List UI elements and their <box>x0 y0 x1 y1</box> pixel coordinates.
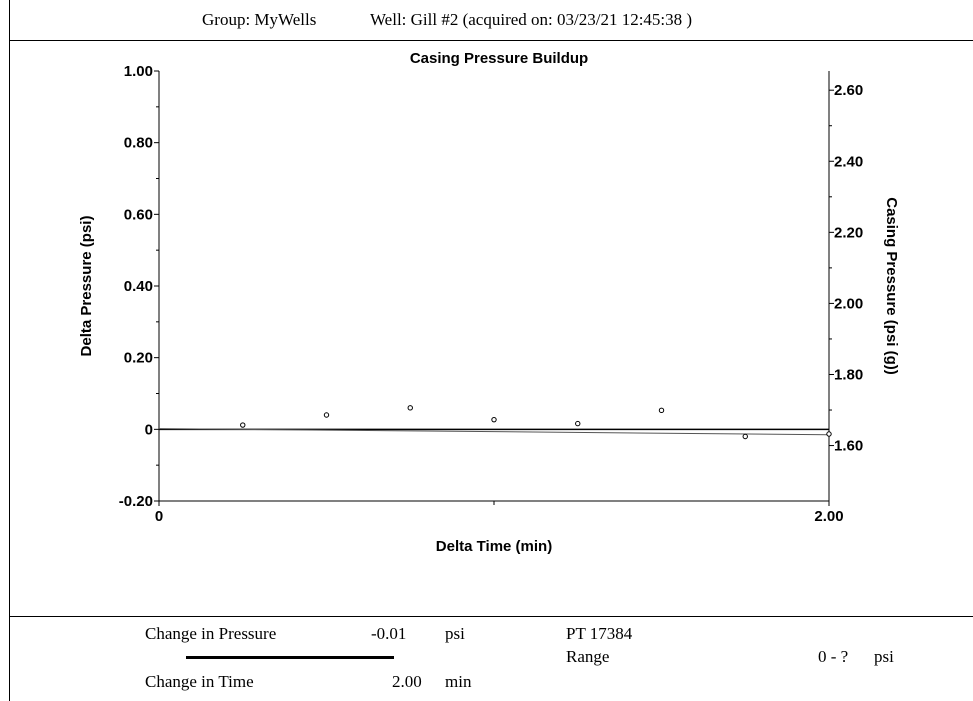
data-point <box>407 405 413 411</box>
y2-tick-label: 1.60 <box>834 438 863 455</box>
data-point <box>491 416 497 423</box>
x-axis-label: Delta Time (min) <box>436 538 552 555</box>
data-point <box>658 407 665 414</box>
chart: Casing Pressure Buildup 1.00 0.80 0.60 0.40 0… <box>78 50 900 555</box>
well-label: Well: Gill #2 (acquired on: 03/23/21 12:… <box>370 10 693 29</box>
y-tick-label: 0.80 <box>124 135 153 152</box>
x-tick-label: 0 <box>155 508 163 525</box>
range-label: Range <box>566 647 610 666</box>
y2-tick-label: 2.00 <box>834 295 863 312</box>
y2-tick-label: 2.40 <box>834 153 863 170</box>
chart-title: Casing Pressure Buildup <box>410 50 588 67</box>
data-point <box>323 412 330 418</box>
y-tick-label: 0.60 <box>124 206 153 223</box>
y2-tick-label: 2.20 <box>834 224 863 241</box>
y2-axis-label: Casing Pressure (psi (g)) <box>883 197 900 375</box>
y2-tick-label: 1.80 <box>834 366 863 383</box>
fraction-line <box>186 656 394 659</box>
y-tick-label: 0 <box>145 421 153 438</box>
page-left-border <box>9 0 10 701</box>
change-time-value: 2.00 <box>392 672 422 691</box>
y-tick-label: 0.20 <box>124 350 153 367</box>
group-label: Group: MyWells <box>202 10 317 29</box>
data-point <box>575 420 581 427</box>
range-value: 0 - ? <box>818 647 849 666</box>
pt-label: PT 17384 <box>566 624 633 643</box>
change-pressure-unit: psi <box>445 624 465 643</box>
y2-tick-label: 2.60 <box>834 82 863 99</box>
data-point <box>742 433 748 440</box>
change-time-unit: min <box>445 672 472 691</box>
data-point <box>240 422 246 428</box>
range-unit: psi <box>874 647 894 666</box>
fit-line <box>158 428 830 436</box>
data-point <box>826 431 832 437</box>
y-axis-label: Delta Pressure (psi) <box>78 216 95 357</box>
y-tick-label: 1.00 <box>124 63 153 80</box>
change-time-label: Change in Time <box>145 672 254 691</box>
change-pressure-value: -0.01 <box>371 624 407 643</box>
y-tick-label: -0.20 <box>119 493 153 510</box>
y-tick-label: 0.40 <box>124 278 153 295</box>
x-tick-label: 2.00 <box>814 508 843 525</box>
change-pressure-label: Change in Pressure <box>145 624 277 643</box>
plot-frame: Casing Pressure Buildup 1.00 0.80 0.60 0.40 0… <box>9 40 973 617</box>
